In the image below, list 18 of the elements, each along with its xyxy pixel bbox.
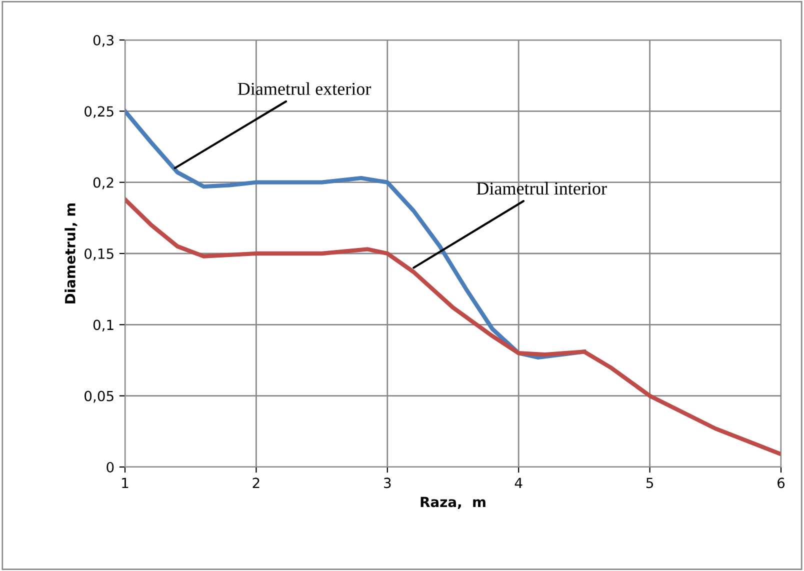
y-tick-label: 0,1 xyxy=(93,320,114,332)
y-tick-label: 0,2 xyxy=(93,177,114,190)
x-tick-label: 6 xyxy=(778,478,785,488)
y-tick-label: 0,25 xyxy=(84,106,114,118)
y-tick-label: 0 xyxy=(106,462,114,472)
x-tick-label: 4 xyxy=(514,478,522,488)
y-axis-title: Diametrul, m xyxy=(64,203,78,304)
annotation: Diametrul interior xyxy=(476,182,607,195)
x-tick-label: 5 xyxy=(646,478,654,488)
x-tick-label: 1 xyxy=(122,478,128,488)
x-tick-label: 2 xyxy=(252,478,260,488)
y-tick-label: 0,15 xyxy=(84,248,114,260)
y-tick-label: 0,3 xyxy=(93,34,114,47)
annotation: Diametrul exterior xyxy=(238,82,372,95)
y-tick-label: 0,05 xyxy=(84,390,114,403)
x-tick-label: 3 xyxy=(384,478,391,488)
line-series xyxy=(125,197,781,456)
x-axis-title: Raza, m xyxy=(420,496,486,509)
